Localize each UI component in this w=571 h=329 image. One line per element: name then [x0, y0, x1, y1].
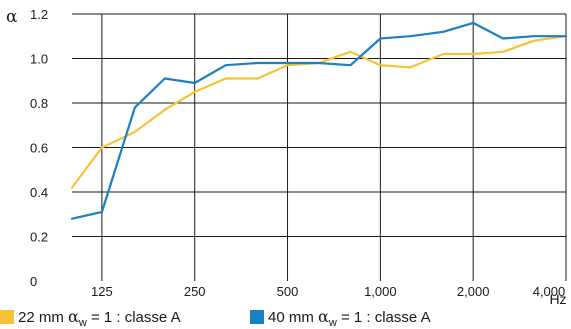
legend-suffix: = 1 : classe A [336, 309, 431, 326]
x-axis-ticks: 125 250 500 1,000 2,000 4,000 [91, 284, 565, 299]
legend-item-22mm: 22 mm αw = 1 : classe A [0, 307, 181, 329]
legend-item-40mm: 40 mm αw = 1 : classe A [250, 307, 431, 329]
legend: 22 mm αw = 1 : classe A 40 mm αw = 1 : c… [0, 305, 571, 329]
x-axis-unit: Hz [549, 291, 566, 305]
series-lines [70, 21, 568, 220]
x-tick-label: 4,000 [533, 284, 566, 299]
legend-prefix: 22 mm [18, 309, 69, 326]
y-tick-label: 0.4 [30, 185, 48, 200]
x-tick-label: 500 [277, 284, 299, 299]
y-tick-label: 0.6 [30, 141, 48, 156]
alpha-symbol: α [68, 307, 79, 326]
y-tick-label: 0 [30, 274, 37, 289]
y-tick-label: 1.0 [30, 52, 48, 67]
x-tick-label: 2,000 [457, 284, 490, 299]
x-tick-label: 1,000 [364, 284, 397, 299]
legend-prefix: 40 mm [268, 309, 319, 326]
y-tick-label: 1.2 [30, 7, 48, 22]
y-axis-label: α [6, 7, 18, 27]
line-chart: 0 0.2 0.4 0.6 0.8 1.0 1.2 125 250 500 1,000 2,000 4… [6, 7, 568, 305]
alpha-symbol: α [318, 307, 329, 326]
x-tick-label: 125 [91, 284, 113, 299]
alpha-subscript: w [78, 317, 87, 329]
y-tick-label: 0.8 [30, 96, 48, 111]
x-tick-label: 250 [184, 284, 206, 299]
y-axis-ticks: 0 0.2 0.4 0.6 0.8 1.0 1.2 [30, 7, 48, 289]
y-tick-label: 0.2 [30, 230, 48, 245]
grid [72, 13, 567, 281]
series-line-40mm [70, 21, 568, 220]
alpha-subscript: w [328, 317, 337, 329]
legend-suffix: = 1 : classe A [86, 309, 181, 326]
legend-swatch-40mm [250, 310, 264, 324]
legend-swatch-22mm [0, 310, 14, 324]
